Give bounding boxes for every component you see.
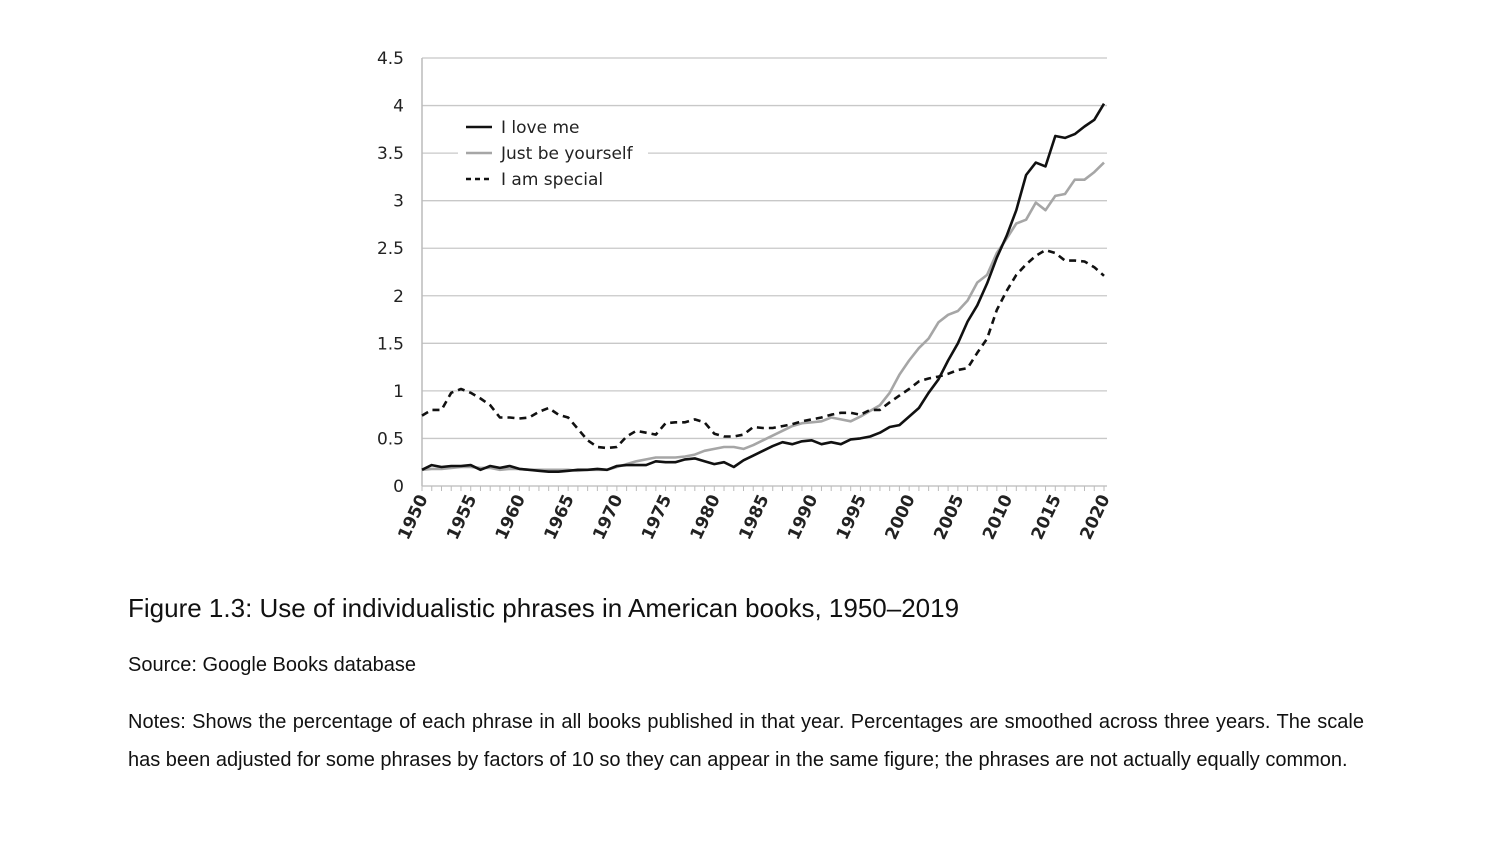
figure-notes: Notes: Shows the percentage of each phra… <box>128 711 1364 771</box>
x-tick-label: 2000 <box>882 492 920 543</box>
x-tick-label: 2010 <box>979 492 1017 543</box>
x-tick-labels: 1950 1955 1960 1965 1970 1975 1980 1985 1990 1995… <box>394 492 1114 543</box>
y-tick-label: 3.5 <box>377 144 404 164</box>
x-tick-label: 2005 <box>930 492 968 543</box>
y-tick-label: 0.5 <box>377 429 404 449</box>
x-tick-label: 1985 <box>735 492 773 543</box>
line-chart: 0 0.5 1 1.5 2 2.5 3 3.5 4 4.5 1950 1955 1960 1965 197… <box>377 49 1115 543</box>
y-tick-label: 1.5 <box>377 334 404 354</box>
x-tick-label: 1990 <box>784 492 822 543</box>
x-tick-label: 1965 <box>541 492 579 543</box>
y-tick-label: 2 <box>393 287 404 307</box>
y-tick-label: 1 <box>393 382 404 402</box>
gridlines <box>421 57 1107 491</box>
x-tick-label: 2020 <box>1076 492 1114 543</box>
y-tick-label: 4.5 <box>377 49 404 69</box>
x-tick-label: 1975 <box>638 492 676 543</box>
figure-caption: Figure 1.3: Use of individualistic phras… <box>128 593 960 623</box>
figure-source: Source: Google Books database <box>128 654 416 676</box>
y-tick-label: 3 <box>393 192 404 212</box>
legend-label: I love me <box>501 118 579 138</box>
series-line-just-be-yourself <box>421 161 1105 473</box>
x-tick-label: 1980 <box>687 492 725 543</box>
y-tick-label: 0 <box>393 477 404 497</box>
x-tick-label: 1960 <box>492 492 530 543</box>
x-tick-label: 1950 <box>394 492 432 543</box>
legend: I love me Just be yourself I am special <box>458 112 648 192</box>
x-tick-label: 2015 <box>1028 492 1066 543</box>
y-tick-label: 4 <box>393 97 404 117</box>
y-tick-label: 2.5 <box>377 239 404 259</box>
series-line-i-am-special <box>421 248 1105 450</box>
x-tick-label: 1970 <box>589 492 627 543</box>
legend-label: Just be yourself <box>500 144 634 164</box>
y-tick-labels: 0 0.5 1 1.5 2 2.5 3 3.5 4 4.5 <box>377 49 404 497</box>
x-tick-label: 1995 <box>833 492 871 543</box>
series-lines <box>421 103 1106 474</box>
x-tick-label: 1955 <box>443 492 481 543</box>
series-line-i-love-me <box>421 103 1106 474</box>
legend-label: I am special <box>501 170 603 190</box>
